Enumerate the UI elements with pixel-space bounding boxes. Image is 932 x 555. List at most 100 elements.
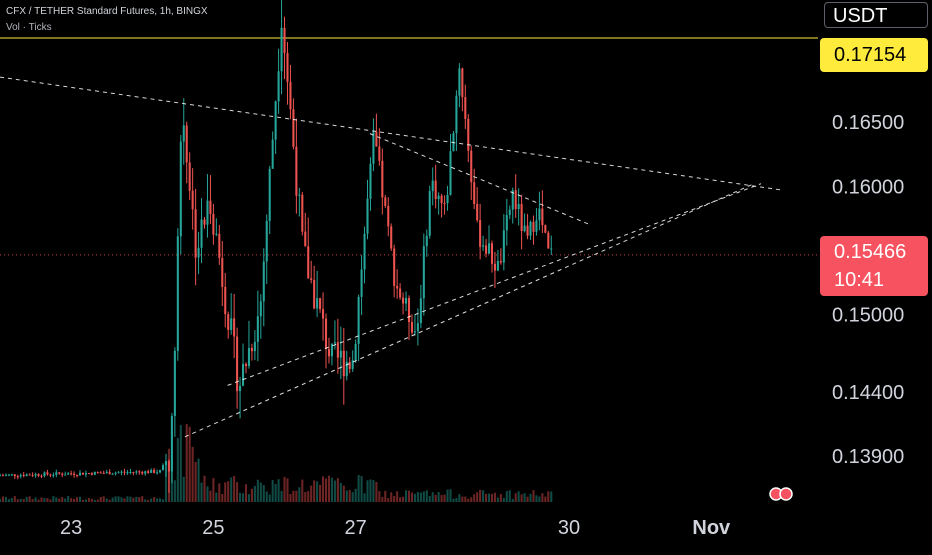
volume-bar (541, 493, 544, 502)
candle-body (351, 360, 354, 369)
candle-body (541, 208, 544, 226)
volume-bar (206, 486, 209, 502)
volume-bar (529, 493, 532, 502)
volume-bar (402, 496, 405, 502)
candle-body (496, 261, 499, 271)
candle-body (493, 263, 496, 271)
volume-bar (221, 493, 224, 502)
volume-bar (437, 491, 440, 502)
volume-bar (164, 462, 168, 502)
candle-body (316, 298, 319, 309)
volume-bar (372, 480, 375, 502)
candle-body (7, 474, 10, 476)
volume-bar (342, 485, 345, 502)
candle-body (161, 465, 165, 471)
volume-bar (271, 480, 274, 502)
volume-bar (384, 490, 387, 502)
volume-bar (390, 492, 393, 502)
time-axis[interactable]: 23 25 27 30 Nov (60, 517, 731, 539)
candle-body (393, 248, 396, 286)
candle-body (22, 475, 25, 477)
volume-bar (230, 477, 233, 502)
candle-body (73, 473, 76, 475)
volume-bar (538, 496, 541, 502)
volume-bar (218, 483, 221, 502)
candle-body (404, 298, 408, 304)
candle-body (188, 162, 191, 191)
candle-body (227, 314, 230, 330)
candle-body (511, 190, 514, 210)
candle-body (425, 235, 428, 247)
candle-body (185, 125, 188, 163)
candle-body (422, 246, 425, 299)
price-tick-label: 0.14400 (832, 382, 904, 404)
time-tick-label: 30 (558, 517, 580, 539)
volume-bar (532, 490, 535, 502)
volume-bar (490, 493, 494, 502)
volume-bar (508, 490, 511, 502)
volume-bar (428, 496, 431, 502)
candle-body (396, 285, 399, 289)
volume-bar (286, 478, 289, 502)
time-tick-label: Nov (692, 517, 731, 539)
volume-bar (378, 491, 381, 502)
volume-bar (46, 498, 49, 502)
volume-bar (111, 497, 114, 502)
candle-body (52, 474, 55, 476)
candle-body (138, 471, 141, 473)
volume-bar (34, 497, 37, 502)
volume-bar (307, 491, 310, 502)
candle-body (464, 97, 467, 119)
volume-bar (13, 496, 16, 502)
currency-button[interactable]: USDT (824, 2, 928, 28)
volume-bar (396, 491, 399, 502)
volume-bar (191, 446, 194, 502)
candle-body (147, 471, 150, 473)
last-price-value: 0.15466 (834, 241, 907, 263)
volume-bar (535, 495, 538, 502)
volume-bar (25, 496, 28, 502)
volume-bar (467, 498, 470, 502)
volume-bar (52, 496, 55, 502)
candle-body (1, 475, 5, 477)
candle-body (455, 95, 458, 134)
candle-body (470, 150, 473, 183)
volume-bar (470, 497, 473, 502)
volume-bar (313, 480, 316, 502)
candle-body (327, 348, 331, 357)
event-flag-icon[interactable] (769, 487, 793, 501)
volume-bar (493, 492, 496, 502)
volume-bar (16, 499, 19, 502)
candle-body (402, 297, 405, 304)
volume-bar (233, 475, 236, 502)
candle-body (550, 248, 553, 250)
candle-body (485, 245, 488, 254)
candle-body (479, 220, 482, 247)
volume-bar (496, 497, 499, 502)
candle-body (487, 243, 491, 254)
volume-bar (461, 496, 464, 502)
volume-bar (375, 481, 378, 502)
volume-bar (449, 489, 452, 502)
volume-bar (511, 498, 514, 502)
candle-body (307, 246, 310, 279)
candle-body (467, 118, 470, 151)
candle-body (230, 318, 233, 330)
candle-body (31, 475, 34, 477)
volume-bar (19, 498, 22, 502)
volume-bar (410, 492, 414, 502)
price-axis[interactable]: 0.16500 0.16000 0.15000 0.14400 0.13900 (832, 112, 904, 468)
volume-bar (440, 494, 443, 502)
volume-bar (505, 491, 508, 502)
price-tick-label: 0.16000 (832, 176, 904, 198)
candle-body (428, 191, 431, 236)
volume-bar (345, 490, 348, 502)
candle-body (10, 474, 13, 476)
candle-body (490, 243, 494, 264)
candle-body (93, 471, 96, 475)
volume-bar (514, 493, 517, 502)
volume-bar (434, 494, 437, 502)
candle-body (339, 350, 342, 358)
